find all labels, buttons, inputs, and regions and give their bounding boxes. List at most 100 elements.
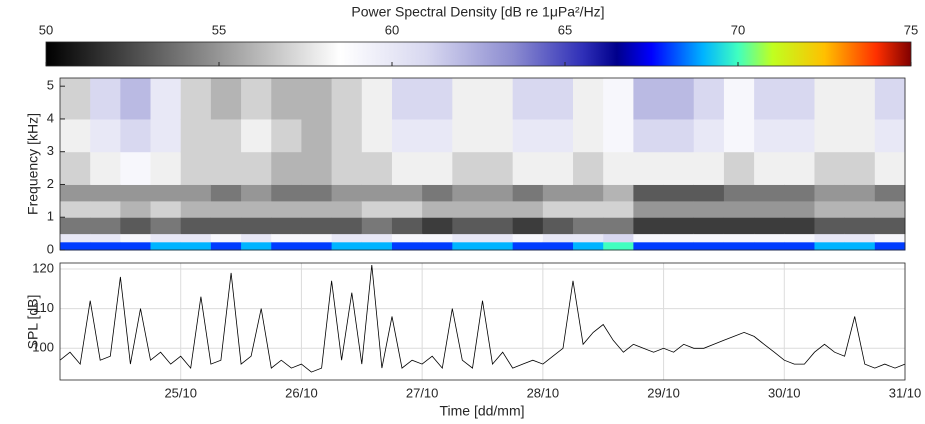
spectrogram-cell xyxy=(844,184,876,202)
spectrogram-cell xyxy=(844,118,876,153)
y-tick-label: 1 xyxy=(47,209,54,224)
spectrogram-cell xyxy=(573,200,604,218)
spectrogram-cell xyxy=(301,200,333,218)
spectrogram-cell xyxy=(422,151,453,185)
colorbar-tick-label: 60 xyxy=(385,22,399,37)
y-tick-label: 110 xyxy=(33,300,54,315)
spectrogram-cell xyxy=(512,184,544,202)
spectrogram-cell xyxy=(542,217,574,235)
spectrogram-cell xyxy=(754,78,785,120)
spectrogram-cell xyxy=(482,78,514,120)
spectrogram-cell xyxy=(210,184,242,202)
spectrogram-cell xyxy=(512,118,544,153)
spectrogram-cell xyxy=(512,233,544,243)
spectrogram-cell xyxy=(422,233,453,243)
spectrogram-cell xyxy=(361,151,393,185)
spectrogram-cell xyxy=(814,200,846,218)
spectrogram-cell xyxy=(482,184,514,202)
spectrogram-cell xyxy=(90,118,121,153)
spectrogram-cell xyxy=(754,151,785,185)
spectrogram-cell xyxy=(90,78,121,120)
spectrogram-cell xyxy=(663,233,695,243)
spectrogram-cell xyxy=(180,151,212,185)
y-axis-label: SPL [dB] xyxy=(25,295,41,350)
spectrogram-cell xyxy=(874,118,906,153)
spectrogram-cell xyxy=(754,233,785,243)
spectrogram-cell xyxy=(844,78,876,120)
spectrogram-cell xyxy=(603,233,634,243)
spectrogram-cell xyxy=(542,233,574,243)
spectrogram-cell xyxy=(391,233,423,243)
spectrogram-cell xyxy=(633,241,665,251)
spectrogram-cell xyxy=(542,118,574,153)
spectrogram-cell xyxy=(361,217,393,235)
spectrogram-cell xyxy=(210,233,242,243)
spectrogram-cell xyxy=(603,151,634,185)
spectrogram-cell xyxy=(391,184,423,202)
spectrogram-cell xyxy=(150,78,182,120)
spectrogram-cell xyxy=(723,233,755,243)
spectrogram-cell xyxy=(150,217,182,235)
spectrogram-cell xyxy=(633,151,665,185)
spectrogram-cell xyxy=(210,78,242,120)
spectrogram-cell xyxy=(723,78,755,120)
spectrogram-cell xyxy=(422,241,453,251)
spectrogram-cell xyxy=(784,217,815,235)
spectrogram-cell xyxy=(784,78,815,120)
spectrogram-cell xyxy=(301,118,333,153)
spectrogram-cell xyxy=(90,217,121,235)
spectrogram-cell xyxy=(874,217,906,235)
spectrogram-cell xyxy=(814,118,846,153)
spectrogram-cell xyxy=(874,233,906,243)
spectrogram-cell xyxy=(60,184,91,202)
spectrogram-cell xyxy=(874,151,906,185)
spectrogram-cell xyxy=(723,241,755,251)
y-tick-label: 3 xyxy=(47,143,54,158)
spectrogram-cell xyxy=(60,78,91,120)
spectrogram-cell xyxy=(723,118,755,153)
spectrogram-cell xyxy=(271,217,302,235)
spectrogram-cell xyxy=(663,151,695,185)
x-tick-label: 25/10 xyxy=(164,385,197,400)
spectrogram-cell xyxy=(603,241,634,251)
spectrogram-cell xyxy=(663,184,695,202)
spectrogram-cell xyxy=(301,241,333,251)
spectrogram-cell xyxy=(120,200,152,218)
colorbar-tick-label: 75 xyxy=(904,22,918,37)
spectrogram-cell xyxy=(784,151,815,185)
y-tick-label: 5 xyxy=(47,78,54,93)
spectrogram-cell xyxy=(512,217,544,235)
spectrogram-cell xyxy=(301,217,333,235)
spectrogram-cell xyxy=(844,217,876,235)
spectrogram-cell xyxy=(844,233,876,243)
spectrogram-cell xyxy=(241,151,272,185)
y-tick-label: 100 xyxy=(32,340,54,355)
spectrogram-cell xyxy=(120,233,152,243)
spectrogram-cell xyxy=(90,241,121,251)
spectrogram-cell xyxy=(603,118,634,153)
spectrogram-cell xyxy=(331,78,363,120)
spectrogram-cell xyxy=(573,184,604,202)
colorbar xyxy=(45,41,912,67)
spectrogram-cell xyxy=(693,151,725,185)
spectrogram-cell xyxy=(60,233,91,243)
spectrogram-cell xyxy=(452,151,483,185)
spectrogram-cell xyxy=(573,233,604,243)
spectrogram-cell xyxy=(271,151,302,185)
spectrogram-cell xyxy=(814,151,846,185)
spectrogram-cell xyxy=(844,241,876,251)
spectrogram-cell xyxy=(210,217,242,235)
spectrogram-cell xyxy=(241,233,272,243)
colorbar-label: Power Spectral Density [dB re 1μPa²/Hz] xyxy=(351,4,604,20)
spectrogram-cell xyxy=(271,241,302,251)
spectrogram-cell xyxy=(693,200,725,218)
spectrogram-cell xyxy=(301,184,333,202)
spectrogram-cell xyxy=(663,241,695,251)
spectrogram-cell xyxy=(542,241,574,251)
spectrogram-cell xyxy=(361,184,393,202)
spectrogram-cell xyxy=(301,151,333,185)
spectrogram-cell xyxy=(120,217,152,235)
plot-frame xyxy=(59,262,906,381)
spectrogram-cell xyxy=(663,217,695,235)
x-tick-label: 31/10 xyxy=(889,385,922,400)
